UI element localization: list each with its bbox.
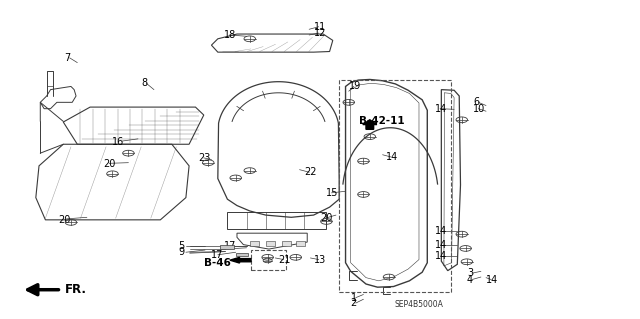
Text: 7: 7 bbox=[65, 53, 71, 63]
Text: 13: 13 bbox=[314, 255, 326, 264]
Text: 16: 16 bbox=[113, 137, 125, 147]
Text: 22: 22 bbox=[304, 167, 317, 177]
Text: 20: 20 bbox=[103, 159, 115, 169]
Text: 6: 6 bbox=[473, 97, 479, 107]
Text: 17: 17 bbox=[211, 250, 224, 260]
Text: 14: 14 bbox=[435, 226, 447, 236]
Bar bbox=[296, 241, 305, 246]
Text: B-46: B-46 bbox=[204, 258, 230, 268]
Text: 20: 20 bbox=[58, 215, 70, 225]
Text: 15: 15 bbox=[326, 188, 339, 198]
Text: 3: 3 bbox=[467, 268, 473, 278]
Text: 4: 4 bbox=[467, 275, 473, 285]
Text: 12: 12 bbox=[314, 28, 326, 38]
Text: SEP4B5000A: SEP4B5000A bbox=[394, 300, 443, 309]
Text: 5: 5 bbox=[178, 241, 184, 251]
Text: 18: 18 bbox=[224, 30, 236, 40]
Bar bbox=[339, 80, 451, 292]
Text: 17: 17 bbox=[224, 241, 237, 251]
FancyArrow shape bbox=[230, 257, 251, 263]
Text: 1: 1 bbox=[351, 293, 356, 303]
Text: 2: 2 bbox=[351, 298, 357, 308]
Text: 10: 10 bbox=[473, 104, 486, 114]
Bar bbox=[250, 241, 259, 246]
Text: 14: 14 bbox=[386, 152, 398, 162]
Text: B-42-11: B-42-11 bbox=[359, 116, 404, 126]
Bar bbox=[282, 241, 291, 246]
Bar bbox=[220, 245, 234, 249]
FancyArrow shape bbox=[363, 120, 377, 129]
Text: 9: 9 bbox=[178, 247, 184, 257]
Text: 14: 14 bbox=[435, 104, 447, 114]
Text: 21: 21 bbox=[278, 255, 291, 264]
Text: 14: 14 bbox=[435, 251, 447, 261]
Bar bbox=[236, 253, 248, 256]
Text: 11: 11 bbox=[314, 22, 326, 32]
Bar bbox=[266, 241, 275, 246]
Text: FR.: FR. bbox=[65, 283, 86, 296]
Text: 19: 19 bbox=[349, 81, 361, 92]
Text: 14: 14 bbox=[486, 275, 499, 285]
Bar bbox=[251, 250, 286, 270]
Text: 20: 20 bbox=[320, 213, 332, 223]
Text: 8: 8 bbox=[141, 78, 147, 88]
Text: 23: 23 bbox=[198, 153, 211, 163]
Text: 14: 14 bbox=[435, 240, 447, 250]
